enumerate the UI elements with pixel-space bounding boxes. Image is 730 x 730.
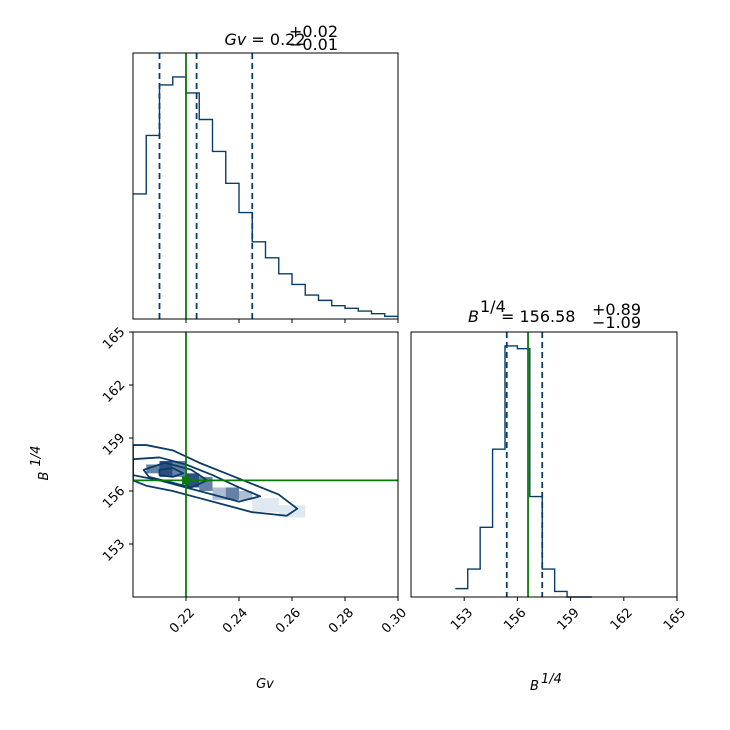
joint-xtick-label: 0.24 (220, 605, 251, 636)
joint-ylabel: B (37, 471, 52, 480)
b-xtick-label: 165 (661, 605, 689, 633)
joint-contour-panel: 0.22 0.24 0.26 0.28 0.30 153 156 159 162 165 Gv B… (29, 325, 410, 692)
gv-histogram-bar (279, 274, 292, 319)
gv-histogram-bar (266, 258, 279, 319)
b-histogram-bar (530, 497, 542, 597)
b-histogram-step (455, 345, 592, 598)
b-histogram-bar (542, 569, 554, 597)
b-xtick-label: 159 (554, 605, 582, 633)
joint-xtick-label: 0.30 (379, 605, 410, 636)
joint-ylabel-group: B 1/4 (29, 446, 52, 481)
b-histogram-bar (493, 449, 505, 597)
gv-histogram-bar (226, 183, 239, 319)
b-title-value: = 156.58 (501, 307, 575, 326)
joint-ytick-label: 162 (100, 378, 128, 406)
joint-density-cell (252, 498, 279, 513)
b-xtick-label: 153 (448, 605, 476, 633)
gv-histogram-bar (305, 295, 318, 319)
b-histogram-bar (455, 589, 467, 597)
gv-histogram-bar (332, 306, 345, 319)
gv-histogram-step (133, 76, 398, 318)
joint-xtick-label: 0.28 (326, 605, 357, 636)
gv-histogram-bar (213, 151, 226, 319)
b-xtick-label: 156 (501, 605, 529, 633)
gv-histogram-bar (372, 314, 385, 319)
joint-xtick-label: 0.26 (273, 605, 304, 636)
b-histogram-bar (555, 591, 567, 597)
b-xlabel: B (530, 679, 539, 694)
joint-contour-line (142, 461, 209, 489)
gv-histogram-bar (133, 194, 146, 319)
gv-marginal-title: Gv = 0.22 (224, 30, 305, 49)
gv-histogram-bar (292, 284, 305, 319)
joint-xtick-label: 0.22 (167, 605, 198, 636)
joint-density-cell (239, 491, 253, 500)
joint-ytick-label: 159 (100, 431, 128, 459)
b-title-superscript: 1/4 (480, 297, 506, 316)
joint-ytick-label: 165 (100, 325, 128, 353)
b-histogram-bar (468, 569, 480, 597)
joint-contour-line (158, 467, 185, 478)
b-marginal-frame (410, 331, 678, 598)
b-histogram-bar (480, 527, 492, 597)
b-marginal-panel: B 1/4 = 156.58 +0.89 −1.09 153 156 159 162 1… (410, 297, 689, 694)
b-title-minus: −1.09 (592, 313, 641, 332)
gv-histogram-bar (173, 77, 186, 319)
joint-ytick-label: 153 (100, 537, 128, 565)
gv-histogram-bar (319, 300, 332, 319)
gv-marginal-panel: Gv = 0.22 +0.02 −0.01 (132, 22, 399, 323)
joint-ytick-label: 156 (100, 484, 128, 512)
joint-ylabel-superscript: 1/4 (29, 446, 44, 467)
gv-histogram-bar (345, 308, 358, 319)
b-marginal-title: B (468, 307, 479, 326)
gv-histogram-bar (358, 311, 371, 319)
gv-histogram-bar (146, 135, 159, 319)
joint-density-cell (146, 464, 160, 474)
joint-truth-marker (182, 476, 190, 485)
gv-title-minus: −0.01 (289, 35, 338, 54)
gv-histogram-bar (160, 85, 173, 319)
gv-histogram-bar (252, 242, 265, 319)
joint-xlabel: Gv (256, 677, 274, 692)
joint-density-cell (225, 487, 239, 500)
joint-frame (132, 331, 399, 598)
gv-marginal-frame (132, 52, 399, 320)
gv-histogram-bar (199, 120, 212, 320)
b-xtick-label: 162 (608, 605, 636, 633)
gv-title-plus: +0.02 (289, 22, 338, 41)
b-title-plus: +0.89 (592, 300, 641, 319)
b-xlabel-superscript: 1/4 (541, 672, 562, 687)
gv-histogram-bar (239, 213, 252, 319)
